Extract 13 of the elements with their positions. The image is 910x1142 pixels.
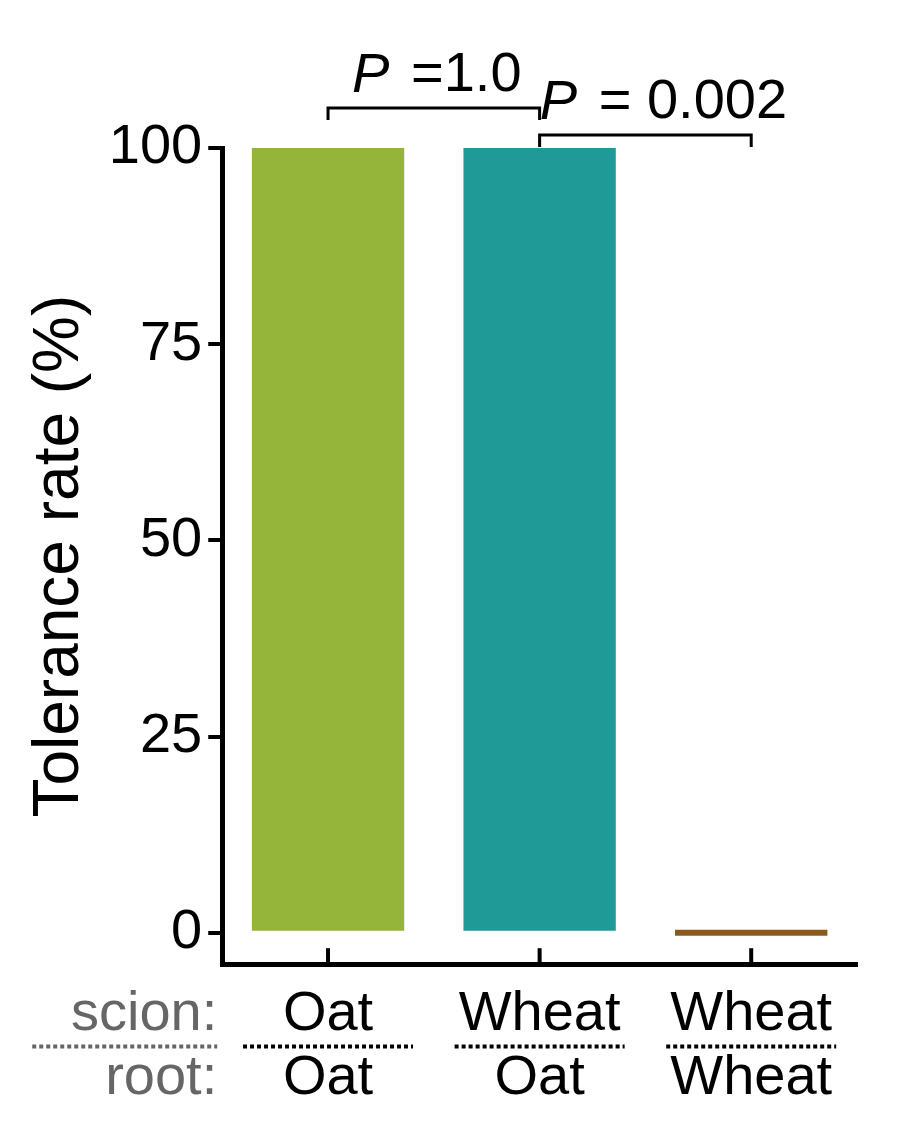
text: P = 0.002 — [539, 67, 788, 131]
x-tick-label: Wheat Oat — [458, 978, 621, 1107]
text: scion: — [70, 978, 218, 1042]
y-axis-title: Tolerance rate (%) — [20, 294, 93, 818]
x-tick-label: Wheat Wheat — [670, 978, 833, 1107]
y-tick-label: 0 — [171, 897, 203, 961]
x-tick-label: Oat Oat — [282, 978, 374, 1107]
y-tick-label: 75 — [139, 308, 203, 372]
y-tick-label: 50 — [139, 504, 203, 568]
text: root: — [105, 1043, 218, 1107]
y-tick-label: 25 — [139, 701, 203, 765]
text: P =1.0 — [352, 40, 522, 104]
y-tick-label: 100 — [108, 112, 203, 176]
